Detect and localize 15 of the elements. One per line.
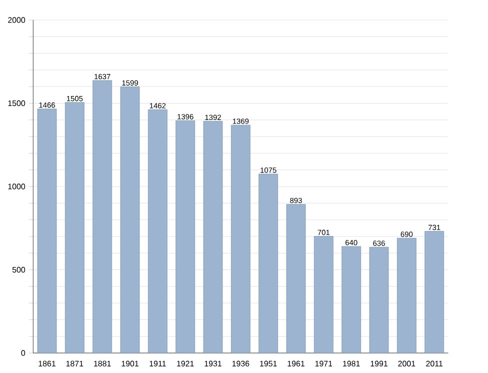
bar xyxy=(424,231,444,354)
bar xyxy=(258,174,278,354)
bar xyxy=(92,80,112,354)
bar xyxy=(314,236,334,354)
bar xyxy=(64,102,84,354)
bar xyxy=(203,121,223,354)
bar xyxy=(37,108,57,354)
bar xyxy=(176,120,196,354)
bar xyxy=(286,204,306,354)
bar xyxy=(369,246,389,354)
bar xyxy=(120,86,140,354)
bar xyxy=(230,124,250,354)
bar xyxy=(342,246,362,354)
bar xyxy=(396,238,416,354)
bar xyxy=(148,109,168,354)
